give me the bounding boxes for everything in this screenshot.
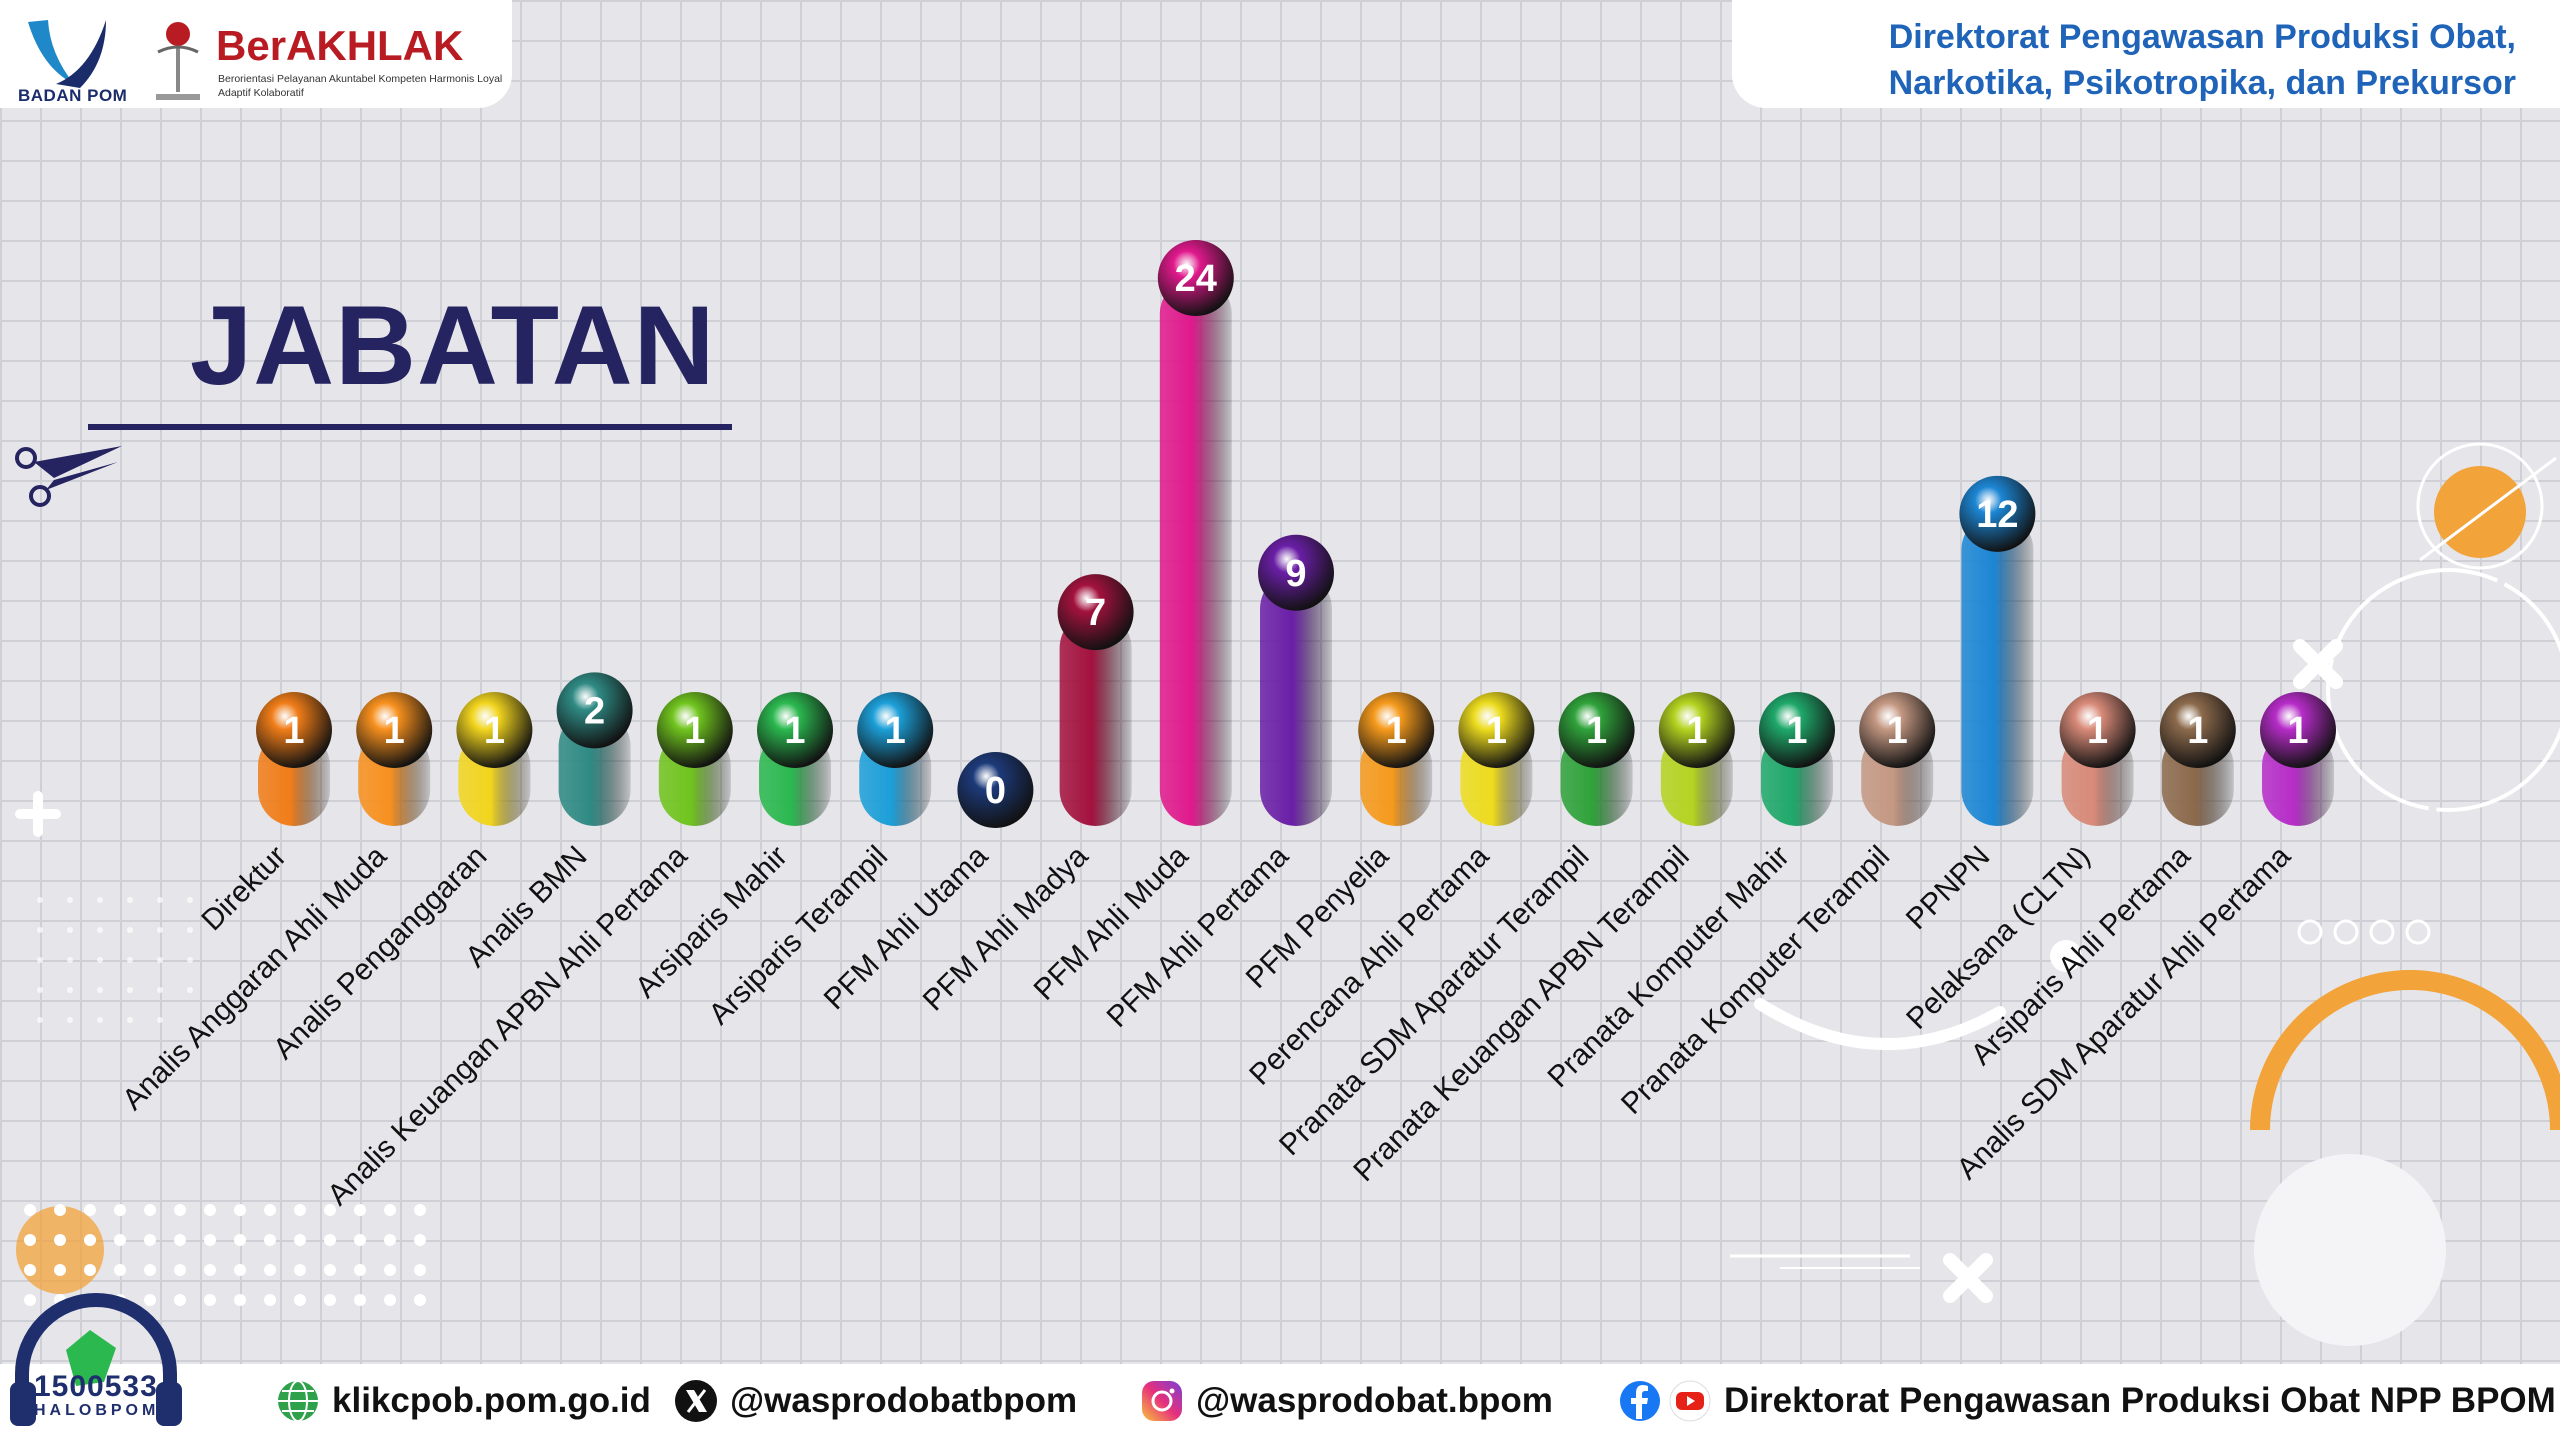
value-marker-20 bbox=[2260, 692, 2336, 768]
value-marker-11 bbox=[1358, 692, 1435, 768]
x-account-link[interactable]: @wasprodobatbpom bbox=[674, 1378, 1077, 1424]
value-marker-16 bbox=[1859, 692, 1936, 768]
social-name-text: Direktorat Pengawasan Produksi Obat NPP … bbox=[1724, 1381, 2556, 1420]
value-marker-0 bbox=[256, 692, 332, 768]
data-label-4: 1 bbox=[684, 710, 705, 752]
value-marker-1 bbox=[356, 692, 433, 768]
category-label-18: Pelaksana (CLTN) bbox=[1900, 840, 2096, 1036]
bar-10 bbox=[1260, 572, 1332, 826]
value-marker-8 bbox=[1057, 574, 1134, 651]
instagram-handle-text: @wasprodobat.bpom bbox=[1196, 1381, 1553, 1420]
directorate-title: Direktorat Pengawasan Produksi Obat, Nar… bbox=[1888, 18, 2516, 102]
data-label-20: 1 bbox=[2287, 710, 2308, 752]
category-label-17: PPNPN bbox=[1900, 840, 1996, 936]
badan-pom-label: BADAN POM bbox=[18, 86, 128, 105]
globe-icon bbox=[278, 1380, 318, 1422]
data-label-16: 1 bbox=[1887, 710, 1908, 752]
value-marker-12 bbox=[1458, 692, 1535, 768]
data-label-7: 0 bbox=[985, 770, 1006, 812]
value-marker-6 bbox=[857, 692, 934, 768]
x-handle-text: @wasprodobatbpom bbox=[730, 1381, 1078, 1420]
data-label-8: 7 bbox=[1085, 592, 1106, 634]
berakhlak-title: BerAKHLAK bbox=[216, 22, 464, 69]
data-label-19: 1 bbox=[2187, 710, 2208, 752]
bar-8 bbox=[1059, 612, 1132, 826]
data-label-9: 24 bbox=[1175, 258, 1217, 300]
category-label-10: PFM Ahli Pertama bbox=[1101, 839, 1295, 1033]
facebook-icon bbox=[1620, 1381, 1660, 1421]
data-label-6: 1 bbox=[885, 710, 906, 752]
data-label-18: 1 bbox=[2087, 710, 2108, 752]
logo-panel: BADAN POM BerAKHLAK Berorientasi Pelayan… bbox=[0, 0, 512, 108]
value-marker-4 bbox=[656, 692, 733, 768]
bar-9 bbox=[1159, 278, 1232, 826]
value-marker-2 bbox=[456, 692, 533, 768]
value-marker-14 bbox=[1658, 692, 1735, 768]
instagram-link[interactable]: @wasprodobat.bpom bbox=[1140, 1378, 1553, 1424]
footer-bar bbox=[0, 1364, 2560, 1440]
title-underline bbox=[88, 424, 732, 430]
data-label-14: 1 bbox=[1686, 710, 1707, 752]
page-title: JABATAN bbox=[190, 283, 716, 408]
halo-bpom-label: HALOBPOM bbox=[34, 1402, 160, 1419]
value-marker-9 bbox=[1157, 240, 1234, 316]
data-label-1: 1 bbox=[384, 710, 405, 752]
bar-17 bbox=[1961, 513, 2034, 826]
value-marker-5 bbox=[757, 692, 833, 768]
data-label-13: 1 bbox=[1586, 710, 1607, 752]
value-marker-17 bbox=[1959, 475, 2036, 552]
badan-pom-logo bbox=[28, 20, 106, 88]
data-label-11: 1 bbox=[1386, 710, 1407, 752]
akhlak-emblem bbox=[156, 22, 200, 100]
data-label-0: 1 bbox=[283, 710, 304, 752]
category-label-0: Direktur bbox=[195, 840, 293, 938]
instagram-icon bbox=[1142, 1381, 1182, 1421]
x-logo-icon bbox=[675, 1380, 717, 1422]
youtube-icon bbox=[1669, 1380, 1711, 1422]
halo-bpom-number: 1500533 bbox=[34, 1370, 158, 1403]
data-label-2: 1 bbox=[484, 710, 505, 752]
data-label-10: 9 bbox=[1285, 553, 1306, 595]
value-marker-18 bbox=[2059, 692, 2136, 768]
value-marker-19 bbox=[2159, 692, 2236, 768]
scissors-icon bbox=[15, 446, 122, 507]
value-marker-15 bbox=[1759, 692, 1835, 768]
data-label-3: 2 bbox=[584, 690, 605, 732]
data-label-15: 1 bbox=[1786, 710, 1807, 752]
website-text: klikcpob.pom.go.id bbox=[332, 1381, 651, 1420]
category-label-6: Arsiparis Terampil bbox=[703, 840, 895, 1032]
directorate-panel: Direktorat Pengawasan Produksi Obat, Nar… bbox=[1732, 0, 2560, 108]
headset-icon bbox=[10, 1293, 182, 1426]
data-label-5: 1 bbox=[784, 710, 805, 752]
berakhlak-subtitle: Berorientasi Pelayanan Akuntabel Kompete… bbox=[218, 73, 503, 99]
value-marker-7 bbox=[957, 752, 1034, 828]
value-marker-13 bbox=[1558, 692, 1635, 768]
social-pages-link[interactable]: Direktorat Pengawasan Produksi Obat NPP … bbox=[1618, 1378, 2556, 1424]
data-label-12: 1 bbox=[1486, 710, 1507, 752]
category-label-4: Analis Keuangan APBN Ahli Pertama bbox=[321, 839, 694, 1212]
data-label-17: 12 bbox=[1976, 494, 2018, 536]
value-marker-3 bbox=[556, 672, 633, 749]
website-link[interactable]: klikcpob.pom.go.id bbox=[276, 1378, 651, 1424]
value-marker-10 bbox=[1258, 534, 1334, 611]
